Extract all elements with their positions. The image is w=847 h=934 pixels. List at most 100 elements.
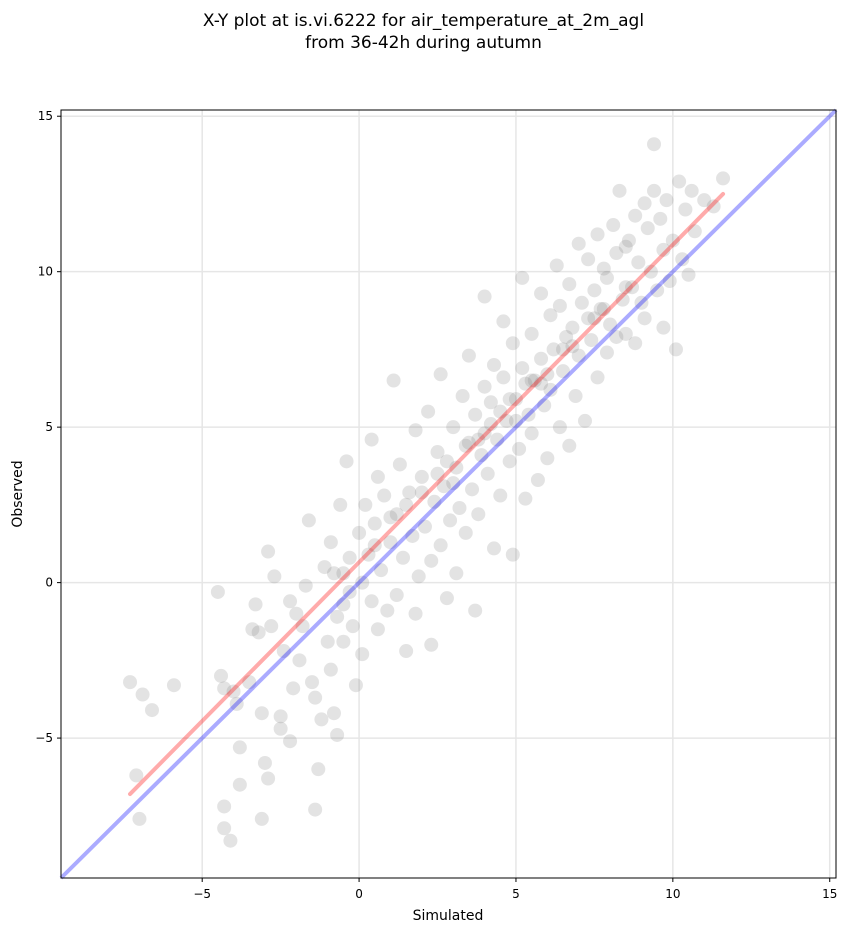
regression-line [128,191,726,797]
data-point [436,479,451,494]
data-point [424,553,439,568]
data-point [577,413,592,428]
data-point [323,535,338,550]
data-point [367,516,382,531]
data-point [662,274,677,289]
data-point [628,208,643,223]
data-point [446,476,461,491]
data-point [414,485,429,500]
data-point [587,283,602,298]
data-point [308,690,323,705]
data-point [471,507,486,522]
data-point [408,423,423,438]
data-point [521,407,536,422]
data-point [399,644,414,659]
data-point [584,333,599,348]
data-point [217,821,232,836]
y-tick-label: −5 [35,731,53,745]
data-point [298,578,313,593]
data-point [668,342,683,357]
data-point [452,500,467,515]
data-point [477,426,492,441]
data-point [254,811,269,826]
data-point [474,448,489,463]
data-point [355,647,370,662]
data-point [590,370,605,385]
data-point [515,270,530,285]
data-point [656,320,671,335]
data-point [508,392,523,407]
data-point [556,342,571,357]
data-point [242,675,257,690]
x-axis-label: Simulated [413,908,484,924]
data-point [540,451,555,466]
data-point [386,373,401,388]
data-point [443,513,458,528]
data-point [621,233,636,248]
data-point [267,569,282,584]
chart-title-line1: X-Y plot at is.vi.6222 for air_temperatu… [203,11,644,31]
data-point [468,603,483,618]
data-point [512,441,527,456]
data-point [609,329,624,344]
data-point [628,336,643,351]
data-point [581,311,596,326]
data-point [659,193,674,208]
data-point [370,622,385,637]
data-point [543,382,558,397]
data-point [502,392,517,407]
data-point [556,364,571,379]
data-point [625,280,640,295]
data-point [678,202,693,217]
data-point [326,566,341,581]
data-point [229,696,244,711]
data-point [402,485,417,500]
y-tick-label: 15 [38,109,53,123]
data-point [643,264,658,279]
data-point [273,721,288,736]
data-point [543,308,558,323]
data-point [486,357,501,372]
reference-lines [59,108,838,880]
data-point [681,267,696,282]
data-point [342,584,357,599]
data-point [618,280,633,295]
data-point [414,469,429,484]
y-axis-label: Observed [10,460,26,527]
data-point [687,224,702,239]
x-tick-label: 15 [822,887,837,901]
data-point [593,301,608,316]
data-point [305,675,320,690]
data-point [439,454,454,469]
data-point [631,255,646,270]
data-point [123,675,138,690]
data-point [210,584,225,599]
data-point [524,326,539,341]
data-point [330,609,345,624]
data-point [568,389,583,404]
data-point [283,594,298,609]
data-point [295,619,310,634]
y-tick-label: 10 [38,265,53,279]
data-point [606,218,621,233]
data-point [499,413,514,428]
data-point [217,681,232,696]
data-point [697,193,712,208]
data-point [405,528,420,543]
data-point [251,625,266,640]
data-point [430,466,445,481]
data-point [254,706,269,721]
data-point [248,597,263,612]
data-point [461,435,476,450]
data-point [367,538,382,553]
data-point [609,246,624,261]
data-point [330,727,345,742]
data-point [342,550,357,565]
data-point [399,497,414,512]
data-point [518,491,533,506]
data-point [361,547,376,562]
data-point [132,811,147,826]
y-tick-label: 0 [45,576,53,590]
data-point [458,438,473,453]
data-point [603,317,618,332]
